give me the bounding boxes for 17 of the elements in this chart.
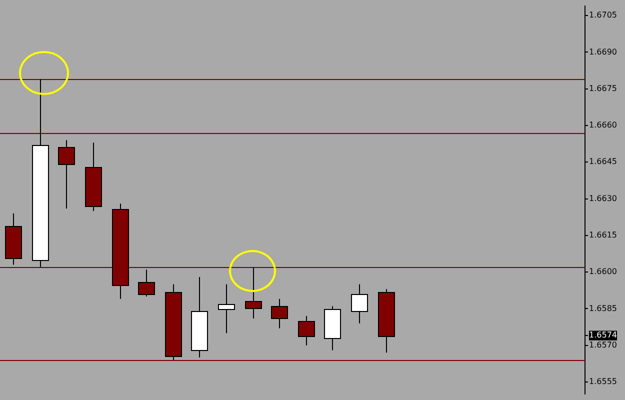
y-tick-label: 1.6585 [589,304,617,313]
y-tick-label: 1.6574 [589,330,617,340]
y-tick-label: 1.6570 [589,340,617,350]
y-tick-label: 1.6615 [589,230,617,240]
candlestick [271,298,288,329]
y-tick-label: 1.6630 [589,194,617,203]
y-tick-label: 1.6690 [589,47,617,56]
candlestick [58,140,75,210]
y-tick-label: 1.6675 [589,84,617,93]
y-tick-label: 1.6645 [589,157,617,166]
y-tick-label: 1.6600 [589,267,617,276]
candlestick [351,284,368,324]
y-tick-label: 1.6555 [589,377,617,386]
y-tick-label: 1.6660 [589,120,617,130]
candlestick [218,284,235,334]
candlestick [298,316,315,346]
y-tick-label: 1.6705 [589,10,617,20]
